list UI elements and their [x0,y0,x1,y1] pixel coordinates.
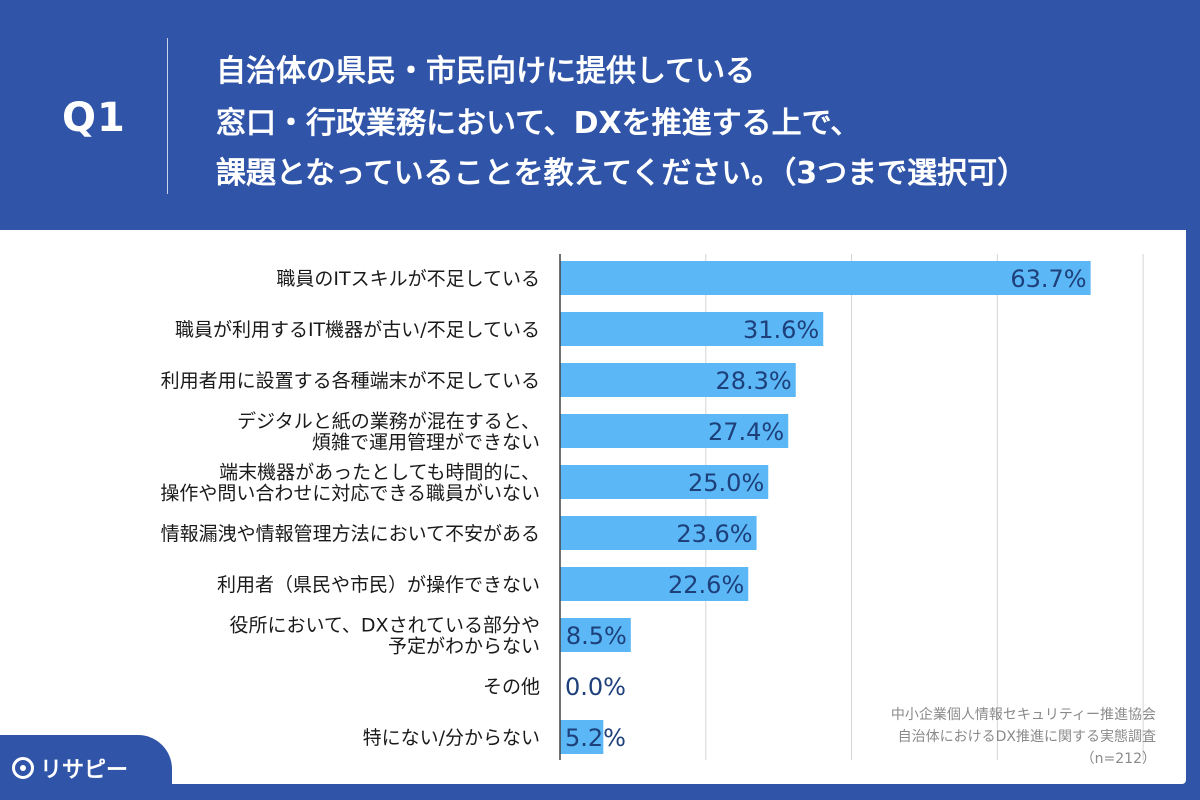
source-note: 中小企業個人情報セキュリティー推進協会 自治体におけるDX推進に関する実態調査 … [891,704,1156,770]
brand-logo: リサピー [12,752,128,784]
value-label: 28.3% [715,367,791,395]
category-label: 情報漏洩や情報管理方法において不安がある [161,523,540,545]
bar [560,465,769,499]
category-label: 職員が利用するIT機器が古い/不足している [175,319,540,341]
header-divider [167,38,168,194]
category-label: その他 [483,676,540,698]
question-number: Q1 [62,95,126,141]
question-title-line-1: 自治体の県民・市民向けに提供している [216,54,756,89]
bar [560,720,604,754]
value-label: 27.4% [708,418,784,446]
category-label: 煩雑で運用管理ができない [312,432,540,454]
value-label: 31.6% [743,316,819,344]
header: Q1 自治体の県民・市民向けに提供している 窓口・行政業務において、DXを推進す… [0,0,1200,230]
value-label: 8.5% [566,622,627,650]
source-line-2: 自治体におけるDX推進に関する実態調査 [897,729,1156,745]
value-label: 5.2% [565,724,626,752]
category-label: 職員のITスキルが不足している [276,268,540,290]
bar [560,516,757,550]
brand-name: リサピー [40,758,129,783]
value-label: 63.7% [1010,265,1086,293]
question-title-line-3: 課題となっていることを教えてください。（3つまで選択可） [216,156,1028,191]
category-label: 端末機器があったとしても時間的に、 [219,462,540,484]
source-line-1: 中小企業個人情報セキュリティー推進協会 [890,707,1156,723]
category-label: デジタルと紙の業務が混在すると、 [237,411,540,433]
bar [560,414,789,448]
bar [560,363,796,397]
category-label: 操作や問い合わせに対応できる職員がいない [160,483,540,505]
category-label: 役所において、DXされている部分や [229,615,540,637]
value-label: 23.6% [676,520,752,548]
bar [560,618,631,652]
category-label: 利用者用に設置する各種端末が不足している [161,370,540,392]
category-label: 利用者（県民や市民）が操作できない [217,574,540,596]
source-line-3: （n=212） [1080,751,1156,767]
chart-panel: 職員のITスキルが不足している 63.7% 職員が利用するIT機器が古い/不足してい… [0,230,1186,784]
value-label: 0.0% [565,673,626,701]
value-label: 25.0% [688,469,764,497]
location-pin-icon [12,757,34,779]
bar [560,567,749,601]
value-label: 22.6% [668,571,744,599]
bar-chart: 職員のITスキルが不足している 63.7% 職員が利用するIT機器が古い/不足してい… [160,254,1144,760]
bar [560,312,824,346]
category-label: 予定がわからない [388,636,540,658]
question-title-line-2: 窓口・行政業務において、DXを推進する上で、 [216,106,861,141]
category-label: 特にない/分からない [363,727,540,749]
bar [560,261,1091,295]
